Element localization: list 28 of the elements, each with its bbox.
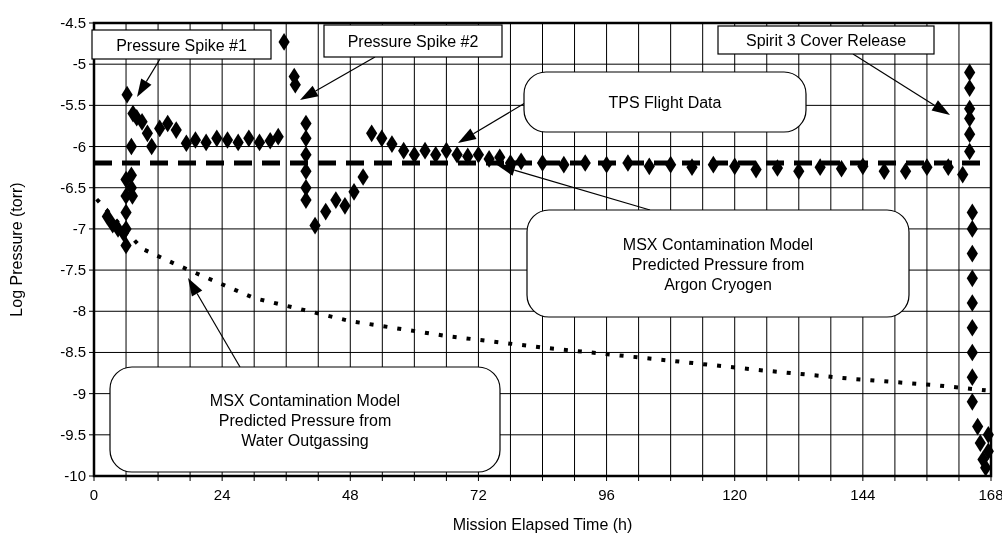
x-tick-label: 0 [89, 486, 99, 503]
x-tick-label: 24 [213, 486, 231, 503]
x-axis-title: Mission Elapsed Time (h) [452, 516, 633, 533]
x-tick-label: 120 [722, 486, 748, 503]
x-tick-label: 168 [978, 486, 1002, 503]
annotation: MSX Contamination Model Predicted Pressure from Argon Cryogen [622, 235, 814, 293]
annotation: Pressure Spike #2 [347, 33, 479, 50]
y-tick-label: -8 [72, 302, 86, 320]
y-tick-label: -5.5 [60, 96, 86, 114]
x-tick-label: 144 [850, 486, 876, 503]
y-tick-label: -9 [72, 384, 86, 402]
y-tick-label: -9.5 [60, 425, 86, 443]
y-axis-title: Log Pressure (torr) [8, 182, 25, 317]
annotation: TPS Flight Data [608, 94, 722, 111]
x-tick-label: 96 [598, 486, 615, 503]
x-tick-label: 72 [470, 486, 487, 503]
y-tick-label: -5 [72, 55, 86, 73]
y-tick-label: -4.5 [60, 14, 86, 31]
annotation: Spirit 3 Cover Release [745, 32, 907, 49]
y-tick-label: -10 [64, 467, 86, 484]
y-tick-label: -7.5 [60, 261, 86, 279]
annotation: MSX Contamination Model Predicted Pressure from Water Outgassing [209, 391, 401, 449]
y-tick-label: -6.5 [60, 178, 86, 196]
y-tick-label: -7 [72, 219, 86, 237]
x-tick-label: 48 [341, 486, 359, 503]
y-tick-label: -6 [72, 137, 86, 155]
y-tick-label: -8.5 [60, 343, 86, 361]
annotation: Pressure Spike #1 [116, 36, 247, 54]
